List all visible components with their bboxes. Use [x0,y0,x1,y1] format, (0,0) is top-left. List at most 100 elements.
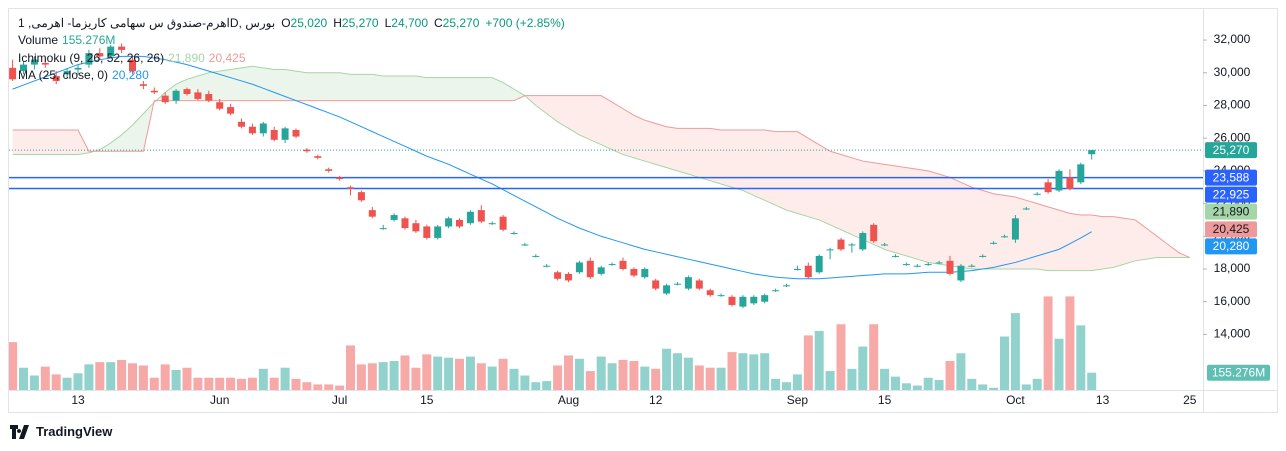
cloud-fill [633,115,645,162]
candle-body [477,210,485,222]
cloud-fill [851,157,863,240]
x-tick-label: 13 [1096,393,1110,407]
x-tick-label: Aug [558,393,579,407]
y-tick-label: 14,000 [1214,327,1251,341]
candle-body [783,285,790,287]
candle-body [401,218,409,229]
candle-body [456,219,463,227]
ohlc-value: 25,270 [442,16,480,30]
volume-bar [444,357,454,390]
volume-bar [1087,372,1097,390]
candle-body [957,265,965,281]
candle-body [772,290,780,292]
candle-body [1066,177,1074,189]
cloud-fill [45,130,57,155]
candle-body [292,130,300,137]
volume-bar [280,367,290,390]
candle-body [139,84,147,86]
x-tick-label: 15 [420,393,434,407]
cloud-fill [808,138,820,220]
x-tick-label: Oct [1006,393,1025,407]
candle-body [848,244,856,246]
candle-body [434,226,442,238]
cloud-fill [383,76,395,101]
candle-body [521,244,529,246]
legend: اهرم-صندوق س سهامی کاریزما- اهرمی, 1D, ب… [18,15,565,84]
cloud-fill [274,69,286,101]
cloud-fill [1135,219,1147,261]
candle-body [630,268,638,276]
cloud-fill [699,128,711,181]
candle-body [314,156,322,158]
price-label-box [1205,221,1257,238]
candle-body [1033,193,1041,195]
cloud-fill [1124,218,1136,265]
cloud-fill [67,130,78,155]
volume-bar [978,384,988,390]
volume-bar [149,377,159,390]
cloud-fill [1037,203,1049,271]
volume-bar [618,359,628,390]
candle-body [347,187,354,189]
volume-bar [1021,384,1031,390]
volume-bar [673,353,682,390]
volume-bar [858,346,868,390]
volume-bar [716,367,726,390]
volume-bar [237,378,246,390]
volume-bar [912,385,922,390]
volume-bar [215,377,225,390]
volume-bar [29,375,39,390]
volume-bar [585,371,595,390]
candle-body [205,94,213,101]
candle-body [248,126,256,134]
candle-body [565,273,572,281]
cloud-fill [797,131,809,217]
cloud-fill [34,130,46,155]
volume-bar [531,382,541,390]
candle-body [575,262,583,273]
candle-body [913,265,921,267]
cloud-fill [982,190,994,269]
candle-body [586,260,594,278]
candle-body [20,64,27,72]
cloud-fill [1146,228,1158,260]
volume-bar [487,366,497,390]
volume-bar [901,383,911,390]
candle-body [761,295,769,302]
cloud-fill [939,174,950,266]
cloud-fill [775,131,787,211]
brand-logo [10,424,29,439]
cloud-fill [568,95,580,135]
volume-bar [1032,378,1042,390]
volume-bar [760,353,770,390]
cloud-fill [732,130,743,191]
candle-body [1011,218,1019,240]
candle-body [510,233,518,235]
candle-body [924,264,932,266]
volume-bar [247,377,257,390]
volume-bar [258,368,268,390]
candle-body [118,46,126,50]
volume-bar [651,368,661,390]
candle-body [1001,236,1008,238]
y-tick-label: 30,000 [1214,65,1251,79]
candle-body [804,265,812,278]
cloud-fill [862,161,874,245]
candle-body [325,169,333,171]
ohlc-item: O25,020 [281,16,327,30]
cloud-fill [514,89,525,101]
volume-bar [607,363,617,390]
candle-body [466,211,474,224]
volume-bar [1043,296,1053,390]
candle-body [935,262,943,264]
cloud-fill [884,164,896,253]
volume-bar [596,356,606,390]
volume-bar [705,367,715,390]
candle-body [663,285,671,294]
price-label: 20,280 [1213,239,1250,253]
candle-body [881,244,889,246]
volume-bar [792,374,802,390]
volume-bar [378,362,388,390]
volume-bar [9,342,18,390]
